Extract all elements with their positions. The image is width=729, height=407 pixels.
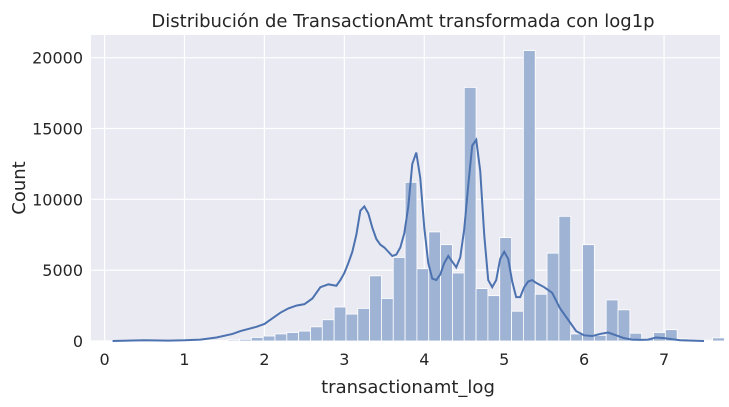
histogram-bar xyxy=(582,244,595,342)
y-tick-label: 10000 xyxy=(32,190,83,209)
histogram-bar xyxy=(452,272,465,342)
histogram-bar xyxy=(381,298,394,342)
x-axis-ticks: 0 1 2 3 4 5 6 7 xyxy=(99,350,669,369)
histogram-bar xyxy=(298,330,311,342)
histogram-bar xyxy=(345,313,359,342)
histogram-bar xyxy=(310,326,323,342)
histogram-bar xyxy=(239,338,252,342)
histogram-bar xyxy=(369,275,382,342)
histogram-bar xyxy=(499,237,512,342)
x-tick-label: 0 xyxy=(99,350,109,369)
histogram-bar xyxy=(522,50,536,342)
histogram-bar xyxy=(392,257,406,342)
y-axis-label: Count xyxy=(9,161,30,214)
histogram-bar xyxy=(262,335,276,342)
histogram-bar xyxy=(534,293,548,342)
histogram-bar xyxy=(487,295,501,342)
y-tick-label: 20000 xyxy=(32,49,83,68)
histogram-bar xyxy=(274,333,288,342)
y-axis-ticks: 0 5000 10000 15000 20000 xyxy=(32,49,83,351)
chart-title: Distribución de TransactionAmt transform… xyxy=(151,11,654,32)
y-tick-label: 5000 xyxy=(42,261,83,280)
histogram-bar xyxy=(227,339,240,342)
histogram-bar xyxy=(712,337,725,342)
histogram-bars xyxy=(108,50,729,342)
histogram-bar xyxy=(463,87,477,342)
x-axis-label: transactionamt_log xyxy=(321,377,495,398)
histogram-bar xyxy=(357,308,371,342)
kde-curve xyxy=(112,137,705,342)
histogram-bar xyxy=(593,334,607,342)
histogram-bar xyxy=(511,310,524,342)
histogram-bar xyxy=(724,340,729,342)
histogram-bar xyxy=(333,306,347,342)
histogram-bar xyxy=(428,231,441,342)
histogram-bar xyxy=(404,181,418,342)
histogram-bar xyxy=(664,329,678,342)
histogram-bar xyxy=(215,339,229,342)
histogram-bar xyxy=(286,332,300,342)
x-tick-label: 4 xyxy=(419,350,429,369)
x-tick-label: 1 xyxy=(179,350,189,369)
histogram-bar xyxy=(570,333,583,342)
histogram-bar xyxy=(617,309,631,342)
histogram-bar xyxy=(321,319,335,342)
histogram-bar xyxy=(416,268,430,342)
x-tick-label: 6 xyxy=(579,350,589,369)
x-tick-label: 7 xyxy=(659,350,669,369)
histogram-bar xyxy=(475,288,489,342)
y-tick-label: 0 xyxy=(73,332,83,351)
histogram-bar xyxy=(629,332,643,342)
histogram-bar xyxy=(250,337,264,342)
x-tick-label: 2 xyxy=(259,350,269,369)
histogram-bar xyxy=(546,252,560,342)
x-tick-label: 3 xyxy=(339,350,349,369)
histogram-bar xyxy=(558,215,572,342)
y-tick-label: 15000 xyxy=(32,120,83,139)
x-tick-label: 5 xyxy=(499,350,509,369)
